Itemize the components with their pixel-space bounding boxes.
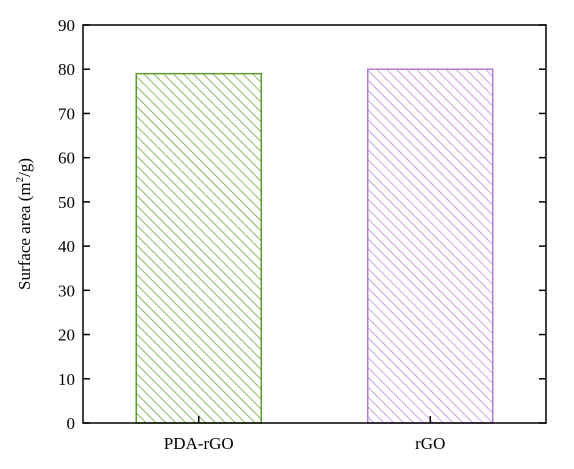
- y-tick-label: 90: [58, 16, 75, 35]
- y-tick-label: 0: [67, 414, 76, 433]
- bar-rgo: [366, 68, 494, 424]
- x-category-label: PDA-rGO: [164, 434, 234, 453]
- plot-frame: [82, 24, 547, 424]
- y-tick-label: 40: [58, 237, 75, 256]
- y-tick-label: 60: [58, 149, 75, 168]
- bars-layer: PDA-rGO rGO: [135, 68, 494, 453]
- y-tick-label: 80: [58, 60, 75, 79]
- bar-pda-rgo: [135, 72, 263, 424]
- y-tick-label: 70: [58, 104, 75, 123]
- y-tick-label: 30: [58, 281, 75, 300]
- y-tick-label: 20: [58, 326, 75, 345]
- x-category-label: rGO: [415, 434, 445, 453]
- y-axis-title: Surface area (m2/g): [14, 158, 34, 290]
- y-tick-label: 10: [58, 370, 75, 389]
- y-axis-title-superscript: 2: [14, 177, 26, 183]
- y-tick-label: 50: [58, 193, 75, 212]
- y-axis-title-main: Surface area (m: [15, 182, 34, 290]
- y-axis-ticks: 0 10 20 30 40 50 60 70 80 90: [58, 16, 546, 433]
- y-axis-title-tail: /g): [15, 158, 34, 177]
